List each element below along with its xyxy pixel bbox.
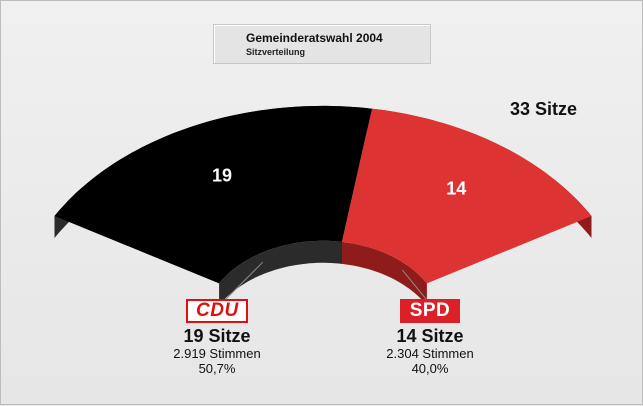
spd-leader-line [402,269,427,300]
cdu-inner-side [219,240,342,306]
spd-segment [342,108,592,284]
cdu-legend-block: CDU 19 Sitze 2.919 Stimmen 50,7% [142,299,292,376]
spd-percent-text: 40,0% [411,361,449,376]
cdu-leader-line [225,261,264,300]
spd-seat-count-label: 14 [446,179,466,199]
cdu-seats-text: 19 Sitze [183,326,251,346]
spd-logo: SPD [400,299,460,323]
cdu-logo: CDU [186,299,248,323]
spd-votes-text: 2.304 Stimmen [386,346,474,361]
chart-title: Gemeinderatswahl 2004 [246,31,383,45]
spd-inner-side [342,241,427,306]
cdu-seat-count-label: 19 [212,165,232,185]
total-seats-label: 33 Sitze [510,99,578,119]
cdu-segment [54,105,372,284]
title-box: Gemeinderatswahl 2004 Sitzverteilung [213,24,431,64]
spd-legend-block: SPD 14 Sitze 2.304 Stimmen 40,0% [355,299,505,376]
cdu-votes-text: 2.919 Stimmen [173,346,261,361]
cdu-percent-text: 50,7% [198,361,236,376]
chart-subtitle: Sitzverteilung [246,47,306,57]
spd-seats-text: 14 Sitze [396,326,464,346]
